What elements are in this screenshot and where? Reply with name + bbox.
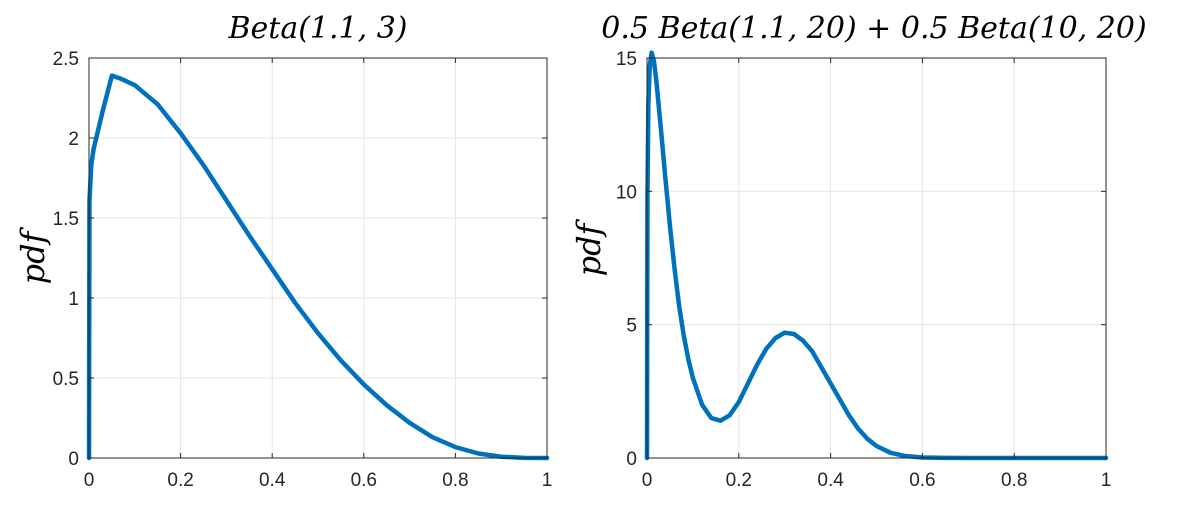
right-plot-axes-box	[646, 57, 1107, 459]
left-plot-pdf-curve	[86, 73, 550, 461]
left-plot-x-tick-label: 0.8	[442, 470, 468, 491]
right-plot-grid	[646, 57, 1107, 459]
right-plot-x-tick-label: 0.6	[909, 470, 935, 491]
right-plot-x-tick-label: 0.8	[1001, 470, 1027, 491]
right-plot-y-tick-label: 0	[626, 449, 637, 470]
left-plot-x-tick-label: 1	[542, 470, 553, 491]
left-plot-x-tick-label: 0.2	[167, 470, 193, 491]
right-plot-pdf-curve	[644, 50, 1109, 461]
left-plot-ylabel: pdf	[14, 226, 52, 284]
right-plot-y-tick-label: 5	[626, 316, 637, 337]
left-plot-y-tick-label: 1.5	[53, 209, 79, 230]
left-plot-axes-box	[88, 57, 548, 459]
left-plot-y-tick-label: 2	[68, 129, 79, 150]
right-plot-x-tick-label: 1	[1101, 470, 1112, 491]
right-plot-title: 0.5 Beta(1.1, 20) + 0.5 Beta(10, 20)	[601, 11, 1146, 46]
left-plot-x-tick-label: 0.4	[259, 470, 286, 491]
left-plot: Beta(1.1, 3) pdf 0 0.2 0.4 0.6 0.8 1 0 0.5 1 1.5 2…	[14, 11, 552, 491]
right-plot-y-tick-label: 10	[616, 182, 637, 203]
left-plot-y-tick-label: 2.5	[53, 49, 79, 70]
right-plot-curve-layer	[644, 50, 1109, 461]
left-plot-grid	[88, 57, 548, 459]
left-plot-title: Beta(1.1, 3)	[227, 11, 407, 46]
right-plot-y-tick-label: 15	[616, 49, 637, 70]
left-plot-y-tick-label: 0.5	[53, 369, 79, 390]
right-plot: 0.5 Beta(1.1, 20) + 0.5 Beta(10, 20) pdf…	[570, 11, 1147, 491]
left-plot-x-tick-label: 0	[84, 470, 95, 491]
right-plot-x-tick-label: 0.4	[817, 470, 844, 491]
left-plot-y-tick-label: 1	[68, 289, 79, 310]
right-plot-x-tick-label: 0.2	[726, 470, 752, 491]
left-plot-curve-layer	[86, 73, 550, 461]
left-plot-y-tick-label: 0	[68, 449, 79, 470]
right-plot-x-tick-label: 0	[642, 470, 653, 491]
right-plot-ylabel: pdf	[570, 218, 608, 276]
left-plot-x-tick-label: 0.6	[351, 470, 377, 491]
left-plot-ticks: 0 0.2 0.4 0.6 0.8 1 0 0.5 1 1.5 2 2.5	[53, 49, 553, 491]
